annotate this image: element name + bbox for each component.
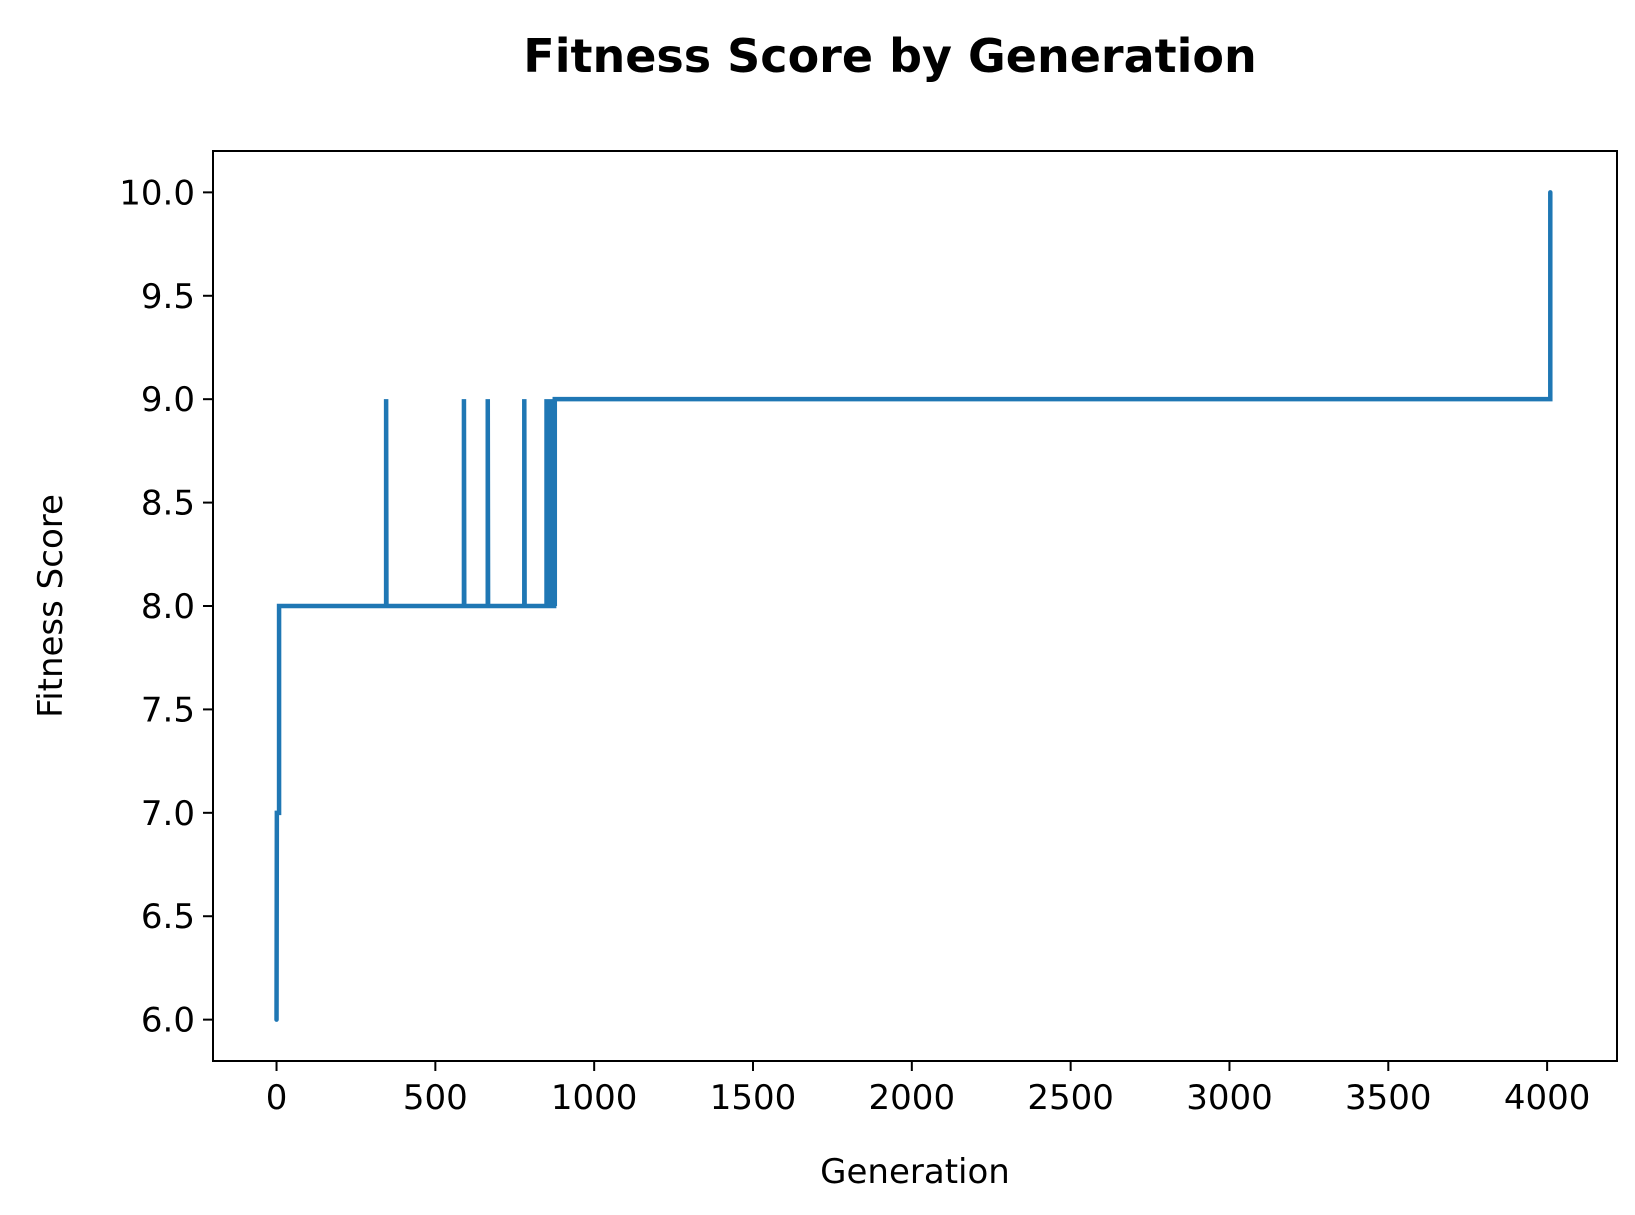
x-tick-label: 2000 — [869, 1078, 956, 1118]
x-tick-label: 4000 — [1504, 1078, 1591, 1118]
y-tick-label: 10.0 — [119, 173, 195, 213]
chart-title: Fitness Score by Generation — [523, 29, 1256, 83]
x-tick-label: 500 — [403, 1078, 468, 1118]
y-axis: 6.0 6.5 7.0 7.5 8.0 8.5 9.0 9.5 10.0 — [119, 173, 213, 1041]
series-line — [274, 190, 1553, 1022]
x-tick-label: 2500 — [1027, 1078, 1114, 1118]
y-tick-label: 8.5 — [141, 484, 195, 524]
x-tick-label: 3000 — [1186, 1078, 1273, 1118]
y-axis-label: Fitness Score — [31, 494, 71, 718]
x-tick-label: 0 — [266, 1078, 288, 1118]
y-tick-label: 6.0 — [141, 1001, 195, 1041]
x-axis-label: Generation — [820, 1152, 1010, 1192]
y-tick-label: 7.0 — [141, 794, 195, 834]
x-axis: 0 500 1000 1500 2000 2500 3000 3500 4000 — [266, 1061, 1591, 1118]
x-tick-label: 1500 — [710, 1078, 797, 1118]
y-tick-label: 8.0 — [141, 587, 195, 627]
y-tick-label: 6.5 — [141, 897, 195, 937]
plot-area — [274, 190, 1553, 1022]
y-tick-label: 7.5 — [141, 690, 195, 730]
x-tick-label: 3500 — [1345, 1078, 1432, 1118]
x-tick-label: 1000 — [551, 1078, 638, 1118]
y-tick-label: 9.5 — [141, 277, 195, 317]
y-tick-label: 9.0 — [141, 380, 195, 420]
